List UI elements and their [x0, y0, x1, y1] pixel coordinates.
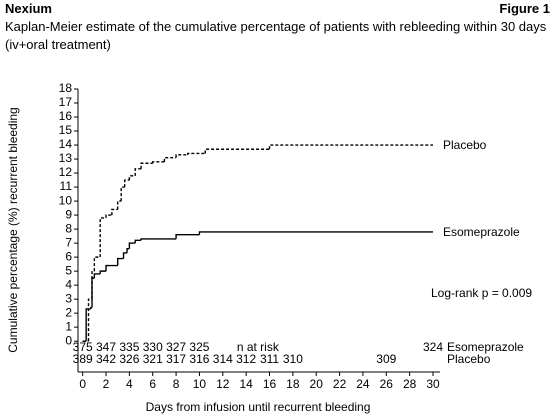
risk-count: 324 — [423, 340, 443, 354]
step-segment — [117, 257, 124, 266]
step-segment — [163, 156, 177, 162]
step-segment — [105, 214, 112, 218]
y-tick-label: 12 — [59, 165, 73, 179]
step-segment — [268, 144, 433, 150]
risk-count: 311 — [260, 352, 279, 366]
risk-count: 330 — [143, 340, 163, 354]
step-segment — [152, 161, 165, 164]
step-segment — [120, 186, 125, 202]
y-tick-label: 18 — [59, 81, 73, 95]
risk-count: 347 — [96, 340, 116, 354]
y-tick-label: 15 — [59, 123, 73, 137]
annotation: Log-rank p = 0.009 — [431, 286, 532, 300]
risk-count: 326 — [119, 352, 139, 366]
step-segment — [124, 179, 130, 188]
y-tick-label: 16 — [59, 109, 73, 123]
y-tick-label: 2 — [65, 305, 72, 319]
risk-count: 325 — [189, 340, 209, 354]
step-segment — [134, 239, 142, 244]
step-segment — [175, 234, 200, 239]
step-segment — [175, 154, 188, 158]
x-tick-label: 12 — [216, 377, 230, 391]
step-segment — [198, 231, 433, 235]
x-tick-label: 18 — [286, 377, 300, 391]
step-segment — [140, 162, 153, 169]
risk-row-label: Placebo — [447, 352, 491, 366]
y-tick-label: 9 — [65, 207, 72, 221]
y-tick-label: 0 — [65, 333, 72, 347]
step-segment — [87, 298, 93, 342]
header-left: Nexium — [5, 1, 52, 16]
y-tick-label: 6 — [65, 249, 72, 263]
x-tick-label: 26 — [380, 377, 394, 391]
step-segment — [90, 306, 93, 309]
x-tick-label: 10 — [193, 377, 207, 391]
chart-title: Kaplan-Meier estimate of the cumulative … — [5, 19, 547, 52]
step-segment — [134, 168, 142, 176]
risk-count: 314 — [213, 352, 233, 366]
x-tick-label: 24 — [356, 377, 370, 391]
risk-count: 335 — [119, 340, 139, 354]
risk-row-label: Esomeprazole — [447, 340, 524, 354]
step-segment — [128, 242, 136, 249]
risk-count: 310 — [283, 352, 303, 366]
risk-count: 312 — [236, 352, 256, 366]
step-segment — [117, 200, 122, 210]
risk-count: 389 — [73, 352, 93, 366]
step-segment — [91, 277, 95, 308]
x-tick-label: 14 — [239, 377, 253, 391]
step-segment — [187, 152, 206, 155]
step-segment — [128, 175, 136, 181]
step-segment — [99, 270, 107, 274]
y-tick-label: 8 — [65, 221, 72, 235]
step-segment — [126, 248, 130, 253]
y-axis-label: Cumulative percentage (%) recurrent blee… — [6, 107, 20, 352]
risk-table-title: n at risk — [237, 340, 280, 354]
x-tick-label: 20 — [310, 377, 324, 391]
risk-count: 309 — [376, 352, 396, 366]
y-tick-label: 1 — [65, 319, 72, 333]
y-tick-label: 13 — [59, 151, 73, 165]
x-tick-label: 22 — [333, 377, 347, 391]
step-segment — [105, 264, 118, 272]
risk-count: 317 — [166, 352, 186, 366]
y-tick-label: 3 — [65, 291, 72, 305]
risk-count: 316 — [189, 352, 209, 366]
x-tick-label: 30 — [426, 377, 440, 391]
y-tick-label: 17 — [59, 95, 73, 109]
risk-count: 327 — [166, 340, 186, 354]
risk-count: 321 — [143, 352, 163, 366]
step-segment — [93, 256, 101, 272]
x-tick-label: 28 — [403, 377, 417, 391]
x-tick-label: 6 — [149, 377, 156, 391]
step-segment — [93, 273, 101, 279]
x-tick-label: 4 — [126, 377, 133, 391]
y-tick-label: 7 — [65, 235, 72, 249]
y-tick-label: 11 — [60, 179, 73, 193]
step-segment — [99, 217, 107, 258]
y-tick-label: 10 — [59, 193, 73, 207]
legend-label: Placebo — [443, 138, 487, 152]
x-tick-label: 16 — [263, 377, 277, 391]
risk-count: 342 — [96, 352, 116, 366]
header-right: Figure 1 — [499, 1, 550, 16]
y-tick-label: 5 — [65, 263, 72, 277]
step-segment — [140, 238, 177, 241]
step-segment — [122, 252, 128, 259]
step-segment — [204, 148, 270, 154]
x-axis-label: Days from infusion until recurrent bleed… — [146, 400, 371, 414]
x-tick-label: 8 — [173, 377, 180, 391]
step-segment — [85, 308, 91, 342]
y-tick-label: 14 — [59, 137, 73, 151]
x-tick-label: 0 — [79, 377, 86, 391]
y-tick-label: 4 — [65, 277, 72, 291]
x-tick-label: 2 — [103, 377, 110, 391]
risk-count: 375 — [73, 340, 93, 354]
step-segment — [111, 208, 118, 216]
legend-label: Esomeprazole — [443, 225, 520, 239]
